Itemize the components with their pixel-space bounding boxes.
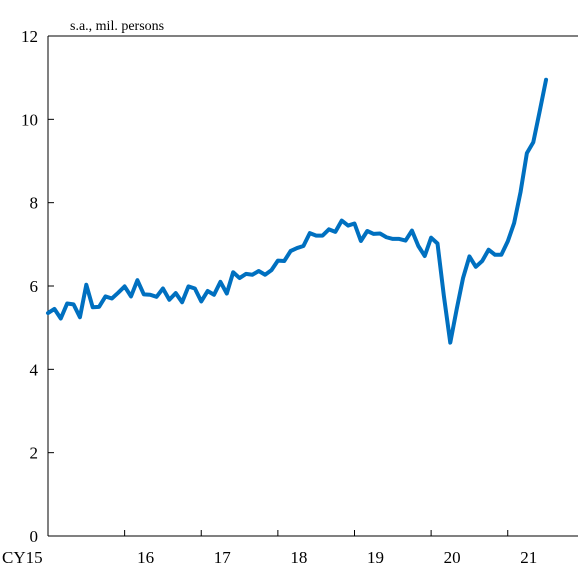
x-tick-label: 19 [367, 548, 384, 567]
x-axis-ticks: CY15 16 17 18 19 20 21 [2, 530, 537, 567]
plot-frame [47, 35, 578, 537]
series-points [47, 79, 547, 343]
y-tick-label: 8 [30, 194, 39, 213]
y-tick-label: 12 [21, 27, 38, 46]
y-tick-label: 6 [30, 277, 39, 296]
x-tick-label: 16 [137, 548, 154, 567]
y-tick-label: 10 [21, 110, 38, 129]
x-tick-label: CY15 [2, 548, 43, 567]
y-tick-label: 0 [30, 527, 39, 546]
x-tick-label: 20 [444, 548, 461, 567]
unit-label: s.a., mil. persons [70, 19, 164, 34]
x-tick-label: 17 [214, 548, 232, 567]
x-tick-label: 21 [520, 548, 537, 567]
y-axis-ticks: 0 2 4 6 8 10 12 [21, 27, 54, 546]
series-line [46, 77, 549, 345]
y-tick-label: 2 [30, 444, 39, 463]
x-tick-label: 18 [290, 548, 307, 567]
y-tick-label: 4 [30, 360, 39, 379]
